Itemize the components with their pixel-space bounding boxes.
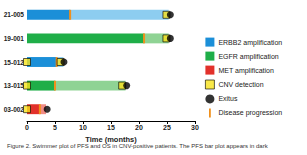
svg-text:Exitus: Exitus [218, 95, 238, 102]
svg-text:15: 15 [107, 124, 115, 131]
svg-text:MET amplification: MET amplification [218, 67, 274, 75]
svg-text:13-015: 13-015 [4, 82, 25, 89]
svg-text:5: 5 [53, 124, 57, 131]
svg-text:15-012: 15-012 [4, 59, 25, 66]
svg-text:20: 20 [135, 124, 143, 131]
svg-text:EGFR amplification: EGFR amplification [218, 53, 278, 61]
svg-text:Figure 2. Swimmer plot of PFS: Figure 2. Swimmer plot of PFS and OS in … [7, 143, 269, 149]
svg-text:25: 25 [163, 124, 171, 131]
svg-text:21-005: 21-005 [4, 11, 25, 18]
svg-text:10: 10 [79, 124, 87, 131]
svg-text:03-002: 03-002 [4, 106, 25, 113]
svg-text:Disease progression: Disease progression [218, 109, 282, 117]
svg-text:Time (months): Time (months) [85, 135, 137, 145]
svg-text:30: 30 [191, 124, 199, 131]
svg-text:19-001: 19-001 [4, 35, 25, 42]
svg-text:ERBB2 amplification: ERBB2 amplification [218, 39, 282, 47]
svg-text:0: 0 [25, 124, 29, 131]
svg-text:CNV detection: CNV detection [218, 81, 263, 88]
